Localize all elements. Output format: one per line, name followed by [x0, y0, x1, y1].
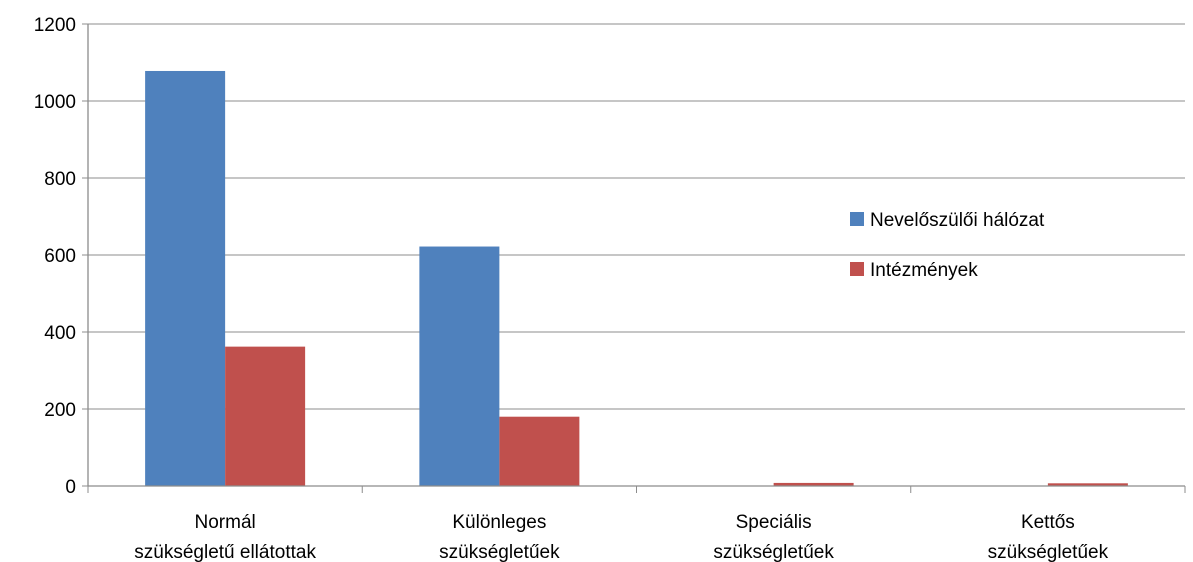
x-axis-labels: Normál szükségletű ellátottak Különleges sz… — [134, 512, 1108, 562]
legend-swatch — [850, 262, 864, 276]
legend-label: Intézmények — [870, 260, 978, 281]
bar-intezmeny-1 — [499, 416, 580, 486]
x-category-label: Különleges — [452, 512, 546, 533]
y-tick-label: 800 — [44, 169, 76, 190]
bar-nevelo-0 — [145, 70, 226, 486]
y-tick-label: 1200 — [34, 15, 76, 36]
x-category-label: szükségletűek — [439, 542, 560, 562]
bars-group — [145, 70, 1128, 486]
y-tick-label: 600 — [44, 246, 76, 267]
y-tick-label: 200 — [44, 400, 76, 421]
bar-nevelo-1 — [419, 246, 500, 486]
x-category-label: szükségletűek — [713, 542, 834, 562]
legend-swatch — [850, 212, 864, 226]
y-tick-label: 400 — [44, 323, 76, 344]
legend-label: Nevelőszülői hálózat — [870, 210, 1045, 231]
x-category-label: szükségletűek — [988, 542, 1109, 562]
x-category-label: szükségletű ellátottak — [134, 542, 316, 562]
x-category-label: Normál — [195, 512, 256, 533]
x-category-label: Speciális — [736, 512, 812, 533]
bar-intezmeny-0 — [225, 346, 306, 486]
x-category-label: Kettős — [1021, 512, 1075, 533]
y-axis-ticks: 0 200 400 600 800 1000 1200 — [34, 15, 88, 498]
y-tick-label: 1000 — [34, 92, 76, 113]
legend: Nevelőszülői hálózat Intézmények — [850, 210, 1045, 281]
bar-intezmeny-2 — [773, 482, 854, 486]
y-tick-label: 0 — [65, 477, 76, 498]
bar-intezmeny-3 — [1047, 483, 1128, 486]
gridlines — [88, 23, 1185, 410]
